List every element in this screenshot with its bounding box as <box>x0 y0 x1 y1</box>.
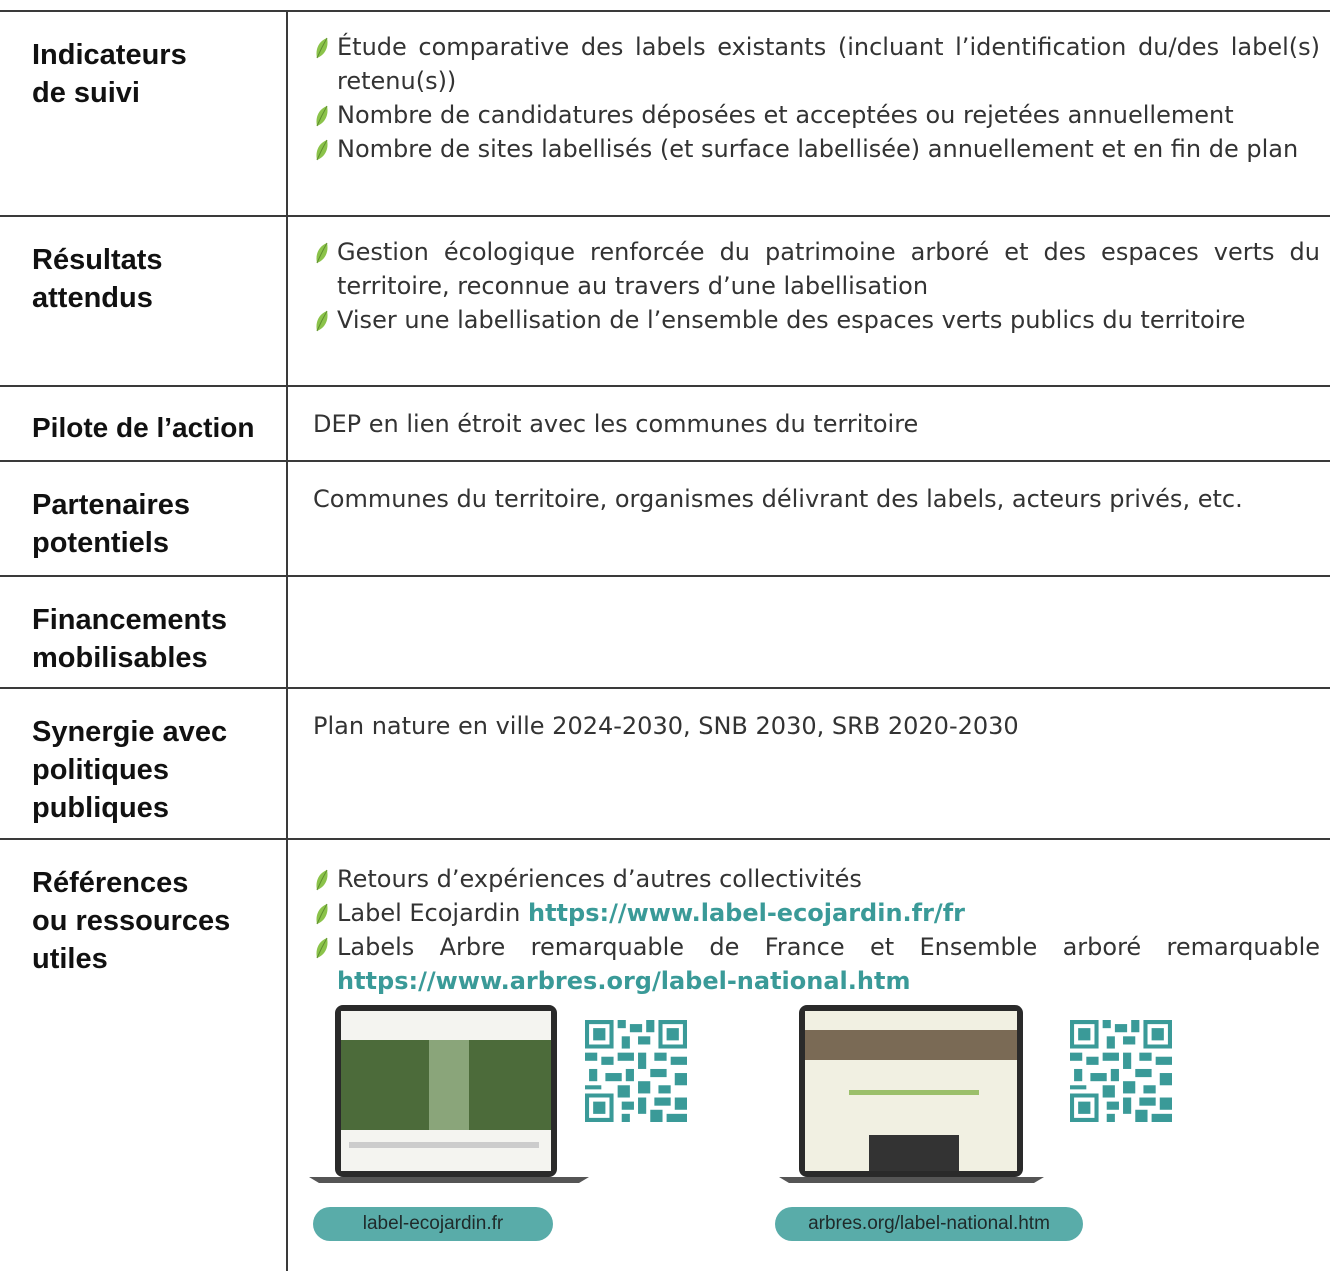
row-content: DEP en lien étroit avec les communes du … <box>289 387 1320 441</box>
caption-pill: label-ecojardin.fr <box>313 1207 553 1241</box>
bullet: Nombre de candidatures déposées et accep… <box>313 98 1320 132</box>
label-line: mobilisables <box>32 642 208 674</box>
label-line: potentiels <box>32 527 169 559</box>
label-line: politiques <box>32 754 169 786</box>
label-line: de suivi <box>32 77 140 109</box>
row: Références ou ressources utiles Retours d’… <box>0 838 1330 1271</box>
label-line: Synergie avec <box>32 716 228 748</box>
row: Indicateurs de suivi Étude comparative de… <box>0 10 1330 215</box>
label-line: Financements <box>32 604 227 636</box>
row: Partenaires potentiels Communes du territ… <box>0 460 1330 575</box>
laptop-arbres <box>779 1005 1044 1183</box>
bullet: Étude comparative des labels existants (… <box>313 30 1320 98</box>
bullet: Label Ecojardin https://www.label-ecojar… <box>313 896 1320 930</box>
bullet: Viser une labellisation de l’ensemble de… <box>313 303 1320 337</box>
bullet-text: Retours d’expériences d’autres collectiv… <box>337 865 862 893</box>
label-line: utiles <box>32 943 108 975</box>
row-content: Étude comparative des labels existants (… <box>289 12 1320 166</box>
link[interactable]: https://www.arbres.org/label-national.ht… <box>337 967 911 995</box>
row-label: Synergie avec politiques publiques <box>0 689 288 838</box>
bullet: Gestion écologique renforcée du patrimoi… <box>313 235 1320 303</box>
row-content: Retours d’expériences d’autres collectiv… <box>289 840 1320 998</box>
row-label: Financements mobilisables <box>0 577 288 687</box>
label-line: Pilote de l’action <box>32 412 255 443</box>
laptop-ecojardin <box>309 1005 589 1183</box>
row-label: Partenaires potentiels <box>0 462 288 575</box>
label-line: Indicateurs <box>32 39 187 71</box>
label-line: publiques <box>32 792 169 824</box>
row-label: Pilote de l’action <box>0 387 288 460</box>
row-text: DEP en lien étroit avec les communes du … <box>313 410 919 438</box>
row: Financements mobilisables <box>0 575 1330 687</box>
row-content: Plan nature en ville 2024-2030, SNB 2030… <box>289 689 1320 743</box>
bullet: Labels Arbre remarquable de France et En… <box>313 930 1320 998</box>
row: Pilote de l’action DEP en lien étroit av… <box>0 385 1330 460</box>
bullet-text: Labels Arbre remarquable de France et En… <box>337 933 1320 961</box>
bullet: Retours d’expériences d’autres collectiv… <box>313 862 1320 896</box>
row-label: Résultats attendus <box>0 217 288 385</box>
label-line: ou ressources <box>32 905 231 937</box>
row-label: Références ou ressources utiles <box>0 840 288 1271</box>
row-text: Plan nature en ville 2024-2030, SNB 2030… <box>313 712 1019 740</box>
label-line: Partenaires <box>32 489 190 521</box>
row-content: Communes du territoire, organismes déliv… <box>289 462 1320 516</box>
row: Synergie avec politiques publiques Plan na… <box>0 687 1330 838</box>
caption-pill: arbres.org/label-national.htm <box>775 1207 1083 1241</box>
label-line: Références <box>32 867 189 899</box>
row-label: Indicateurs de suivi <box>0 12 288 215</box>
row-text: Communes du territoire, organismes déliv… <box>313 485 1243 513</box>
bullet: Nombre de sites labellisés (et surface l… <box>313 132 1320 166</box>
bullet-text: Nombre de candidatures déposées et accep… <box>337 101 1234 129</box>
bullet-text: Label Ecojardin <box>337 899 521 927</box>
row-content: Gestion écologique renforcée du patrimoi… <box>289 217 1320 337</box>
bullet-text: Viser une labellisation de l’ensemble de… <box>337 306 1246 334</box>
label-line: Résultats <box>32 244 163 276</box>
row: Résultats attendus Gestion écologique ren… <box>0 215 1330 385</box>
bullet-text: Étude comparative des labels existants (… <box>337 33 1320 95</box>
bullet-text: Nombre de sites labellisés (et surface l… <box>337 135 1299 163</box>
link[interactable]: https://www.label-ecojardin.fr/fr <box>528 899 965 927</box>
label-line: attendus <box>32 282 153 314</box>
resource-images <box>309 1005 1172 1183</box>
bullet-text: Gestion écologique renforcée du patrimoi… <box>337 238 1320 300</box>
